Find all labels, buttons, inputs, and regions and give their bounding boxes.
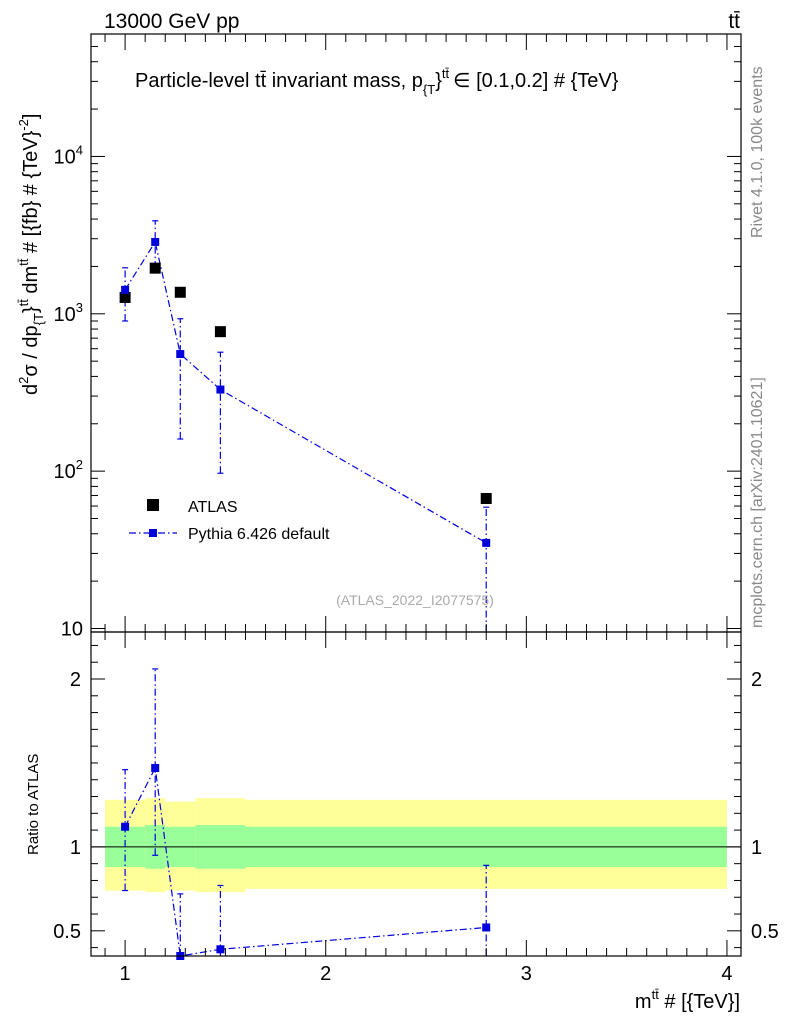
title-tail: ∈ [0.1,0.2] # {TeV} <box>453 70 619 92</box>
main-ylabel: d2σ / dp{T}tt̄ dmtt̄ # [{fb} # {TeV}-2] <box>16 114 46 395</box>
title-main: Particle-level tt̄ invariant mass, p <box>135 70 423 92</box>
pythia-point <box>482 538 491 547</box>
ratio-bands <box>105 798 727 893</box>
main-marks <box>119 220 492 632</box>
title-sup: tt̄ <box>442 66 450 81</box>
ratio-ytick-label: 0.5 <box>53 921 81 943</box>
ratio-pythia-point <box>151 763 160 772</box>
main-ytick-label: 103 <box>54 300 83 326</box>
ratio-pythia-point <box>482 923 491 932</box>
ratio-pythia-point <box>121 822 130 831</box>
pythia-point <box>176 350 185 359</box>
main-ytick-label: 102 <box>54 457 83 483</box>
ratio-ytick-label-right: 1 <box>751 837 762 859</box>
ratio-ytick-label-right: 0.5 <box>751 921 779 943</box>
chart-title: Particle-level tt̄ invariant mass, p{T}t… <box>135 66 619 97</box>
ratio-marks <box>121 668 491 960</box>
ratio-pythia-point <box>216 945 225 954</box>
ratio-frame <box>90 631 742 957</box>
rivet-label: Rivet 4.1.0, 100k events <box>749 66 766 238</box>
ratio-xtick-label: 3 <box>521 963 532 985</box>
main-ytick-label: 10 <box>61 618 83 640</box>
ratio-ticks: 0.5 0.5 1 1 2 2 1 2 3 4 <box>53 632 779 985</box>
ratio-ytick-label-right: 2 <box>751 669 762 691</box>
ratio-pythia-line <box>124 766 487 957</box>
ratio-panel: 0.5 0.5 1 1 2 2 1 2 3 4 Ratio to ATLAS mtt̄ # [{T… <box>25 631 779 1013</box>
ratio-ylabel: Ratio to ATLAS <box>25 754 42 855</box>
header-right: tt̄ <box>728 10 740 33</box>
atlas-point <box>174 286 186 298</box>
ratio-ytick-label: 1 <box>70 837 81 859</box>
main-ytick-label: 104 <box>54 142 83 168</box>
ratio-xtick-label: 2 <box>320 963 331 985</box>
atlas-point <box>149 262 161 274</box>
analysis-watermark: (ATLAS_2022_I2077575) <box>336 592 494 608</box>
pythia-point <box>216 385 225 394</box>
legend: ATLAS Pythia 6.426 default <box>129 499 330 543</box>
legend-atlas-label: ATLAS <box>188 499 238 516</box>
atlas-point <box>119 291 131 303</box>
atlas-point <box>214 326 226 338</box>
main-panel: 10 102 103 104 Particle-level tt̄ invariant… <box>16 33 742 640</box>
ratio-xtick-label: 1 <box>120 963 131 985</box>
atlas-point <box>480 493 492 505</box>
legend-pythia-label: Pythia 6.426 default <box>188 526 330 543</box>
legend-pythia-marker <box>149 529 157 537</box>
pythia-point <box>121 285 130 294</box>
x-axis-label: mtt̄ # [{TeV}] <box>635 987 740 1013</box>
pythia-point <box>151 237 160 246</box>
legend-atlas-marker <box>147 499 159 511</box>
main-ticks: 10 102 103 104 <box>54 33 741 640</box>
mcplots-label: mcplots.cern.ch [arXiv:2401.10621] <box>749 377 766 628</box>
header-left: 13000 GeV pp <box>104 10 239 33</box>
ratio-ytick-label: 2 <box>70 669 81 691</box>
title-brace: } <box>435 70 442 92</box>
ratio-xtick-label: 4 <box>721 963 732 985</box>
title-sub: {T <box>423 82 435 97</box>
